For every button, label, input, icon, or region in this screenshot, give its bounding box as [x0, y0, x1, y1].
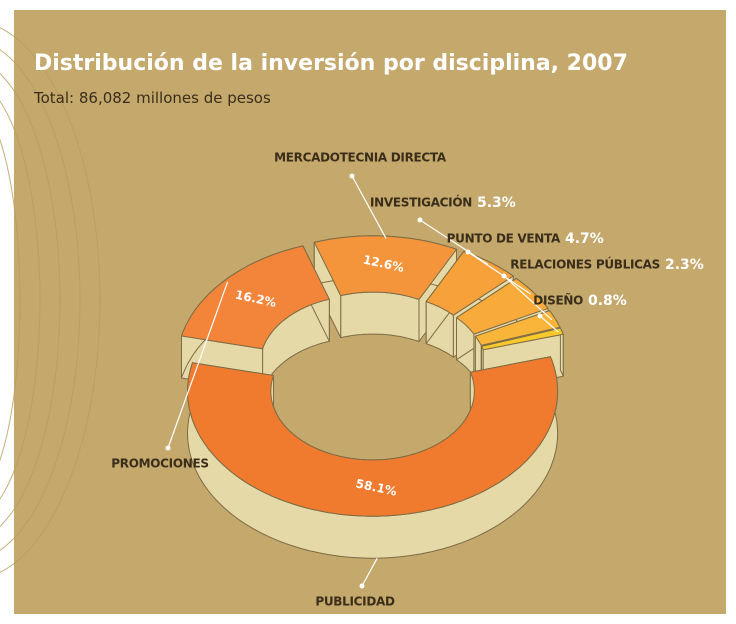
leader-line — [503, 275, 553, 321]
leader-dot — [165, 445, 171, 451]
background-pattern — [0, 27, 101, 573]
value-label: 2.3% — [665, 257, 704, 273]
leader-line — [167, 281, 229, 449]
leader-line — [467, 251, 532, 295]
leader-dot — [465, 249, 471, 255]
category-label: PROMOCIONES — [111, 457, 208, 471]
chart-subtitle: Total: 86,082 millones de pesos — [33, 89, 271, 107]
leader-dot — [537, 313, 543, 319]
leader-line — [539, 315, 559, 333]
leader-dot — [417, 217, 423, 223]
leader-line — [361, 557, 378, 587]
slice-top — [456, 278, 549, 335]
value-label: 4.7% — [565, 231, 604, 247]
leader-line — [419, 219, 489, 265]
leader-dot — [349, 173, 355, 179]
category-label: INVESTIGACIÓN — [370, 195, 472, 210]
leader-dot — [501, 273, 507, 279]
category-label: RELACIONES PÚBLICAS — [510, 257, 660, 272]
slice-outer-wall — [559, 327, 564, 377]
donut — [181, 235, 564, 559]
leader-line — [351, 175, 387, 239]
slice — [187, 356, 559, 559]
value-label: 0.8% — [588, 293, 627, 309]
value-label: 5.3% — [477, 195, 516, 211]
slice-top — [481, 327, 564, 351]
slice-top — [474, 310, 561, 346]
leader-dot — [359, 583, 365, 589]
category-label: PUNTO DE VENTA — [447, 232, 561, 246]
slice-top — [181, 245, 330, 350]
chart-title: Distribución de la inversión por discipl… — [34, 51, 628, 76]
category-label: DISEÑO — [533, 293, 583, 308]
category-label: PUBLICIDAD — [315, 595, 395, 609]
category-label: MERCADOTECNIA DIRECTA — [274, 151, 447, 165]
slice-inner-wall — [340, 291, 420, 342]
slice-top — [313, 235, 457, 300]
slice-top — [187, 356, 559, 517]
